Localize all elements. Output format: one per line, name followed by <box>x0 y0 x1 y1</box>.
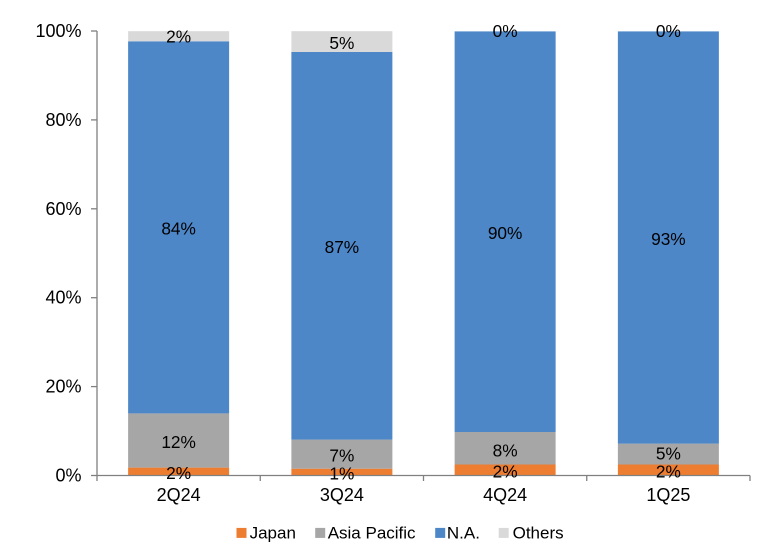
svg-text:0%: 0% <box>656 21 681 41</box>
svg-text:2Q24: 2Q24 <box>157 485 201 505</box>
svg-text:0%: 0% <box>493 21 518 41</box>
svg-text:7%: 7% <box>329 445 354 465</box>
svg-text:80%: 80% <box>45 110 81 130</box>
svg-text:84%: 84% <box>161 219 196 239</box>
svg-text:5%: 5% <box>329 33 354 53</box>
svg-text:1Q25: 1Q25 <box>646 485 690 505</box>
svg-text:12%: 12% <box>161 432 196 452</box>
svg-text:8%: 8% <box>493 441 518 461</box>
svg-text:Japan: Japan <box>250 524 296 543</box>
svg-text:2%: 2% <box>656 461 681 481</box>
svg-text:2%: 2% <box>493 461 518 481</box>
svg-text:Asia Pacific: Asia Pacific <box>328 524 416 543</box>
svg-text:0%: 0% <box>55 466 81 486</box>
svg-text:3Q24: 3Q24 <box>320 485 364 505</box>
svg-text:93%: 93% <box>651 229 686 249</box>
svg-text:2%: 2% <box>166 463 191 483</box>
svg-text:4Q24: 4Q24 <box>483 485 527 505</box>
svg-text:60%: 60% <box>45 199 81 219</box>
svg-text:100%: 100% <box>35 21 81 41</box>
svg-text:87%: 87% <box>325 237 360 257</box>
svg-text:2%: 2% <box>166 27 191 47</box>
svg-text:5%: 5% <box>656 444 681 464</box>
svg-text:1%: 1% <box>329 463 354 483</box>
svg-text:40%: 40% <box>45 288 81 308</box>
svg-text:Others: Others <box>513 524 564 543</box>
svg-text:20%: 20% <box>45 377 81 397</box>
svg-text:90%: 90% <box>488 223 523 243</box>
svg-text:N.A.: N.A. <box>447 524 480 543</box>
